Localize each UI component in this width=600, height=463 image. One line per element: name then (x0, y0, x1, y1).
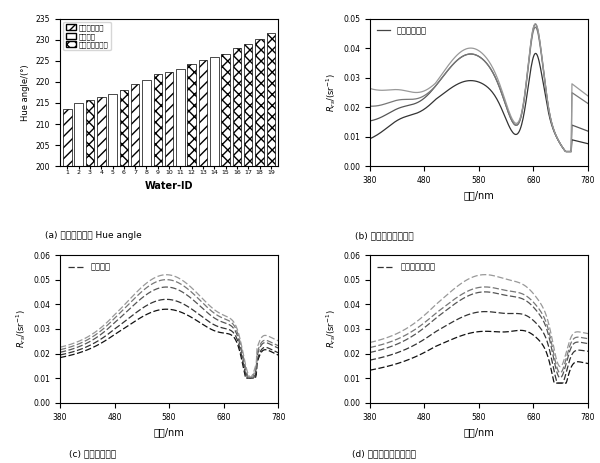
Bar (266, 33, 275, 166)
Bar (63, 109, 71, 166)
Y-axis label: $R_{rs}$/(sr$^{-1}$): $R_{rs}$/(sr$^{-1}$) (323, 73, 338, 112)
Legend: 绻色异常水体: 绻色异常水体 (374, 23, 430, 38)
Bar (119, 90, 128, 166)
Bar (187, 64, 196, 166)
Bar (176, 69, 185, 166)
Bar (109, 94, 117, 166)
Legend: 一般水体: 一般水体 (64, 259, 114, 275)
Bar (154, 74, 162, 166)
Text: (d) 黄棕色异常水体光谱: (d) 黄棕色异常水体光谱 (352, 449, 416, 458)
Bar (244, 44, 253, 166)
Bar (97, 97, 106, 166)
Y-axis label: Hue angle/(°): Hue angle/(°) (21, 64, 30, 121)
Bar (165, 72, 173, 166)
Text: (a) 不同颜色水体 Hue angle: (a) 不同颜色水体 Hue angle (44, 232, 142, 240)
Bar (199, 60, 207, 166)
Legend: 黄棕色异常水体: 黄棕色异常水体 (374, 259, 439, 275)
Bar (221, 55, 230, 166)
Bar (210, 57, 218, 166)
Text: (c) 一般水体光谱: (c) 一般水体光谱 (70, 449, 116, 458)
Bar (86, 100, 94, 166)
Bar (142, 80, 151, 166)
X-axis label: Water-ID: Water-ID (145, 181, 193, 191)
Y-axis label: $R_{rs}$/(sr$^{-1}$): $R_{rs}$/(sr$^{-1}$) (323, 309, 338, 348)
Legend: 绻色异常水体, 一般水体, 黄棕色异常水体: 绻色异常水体, 一般水体, 黄棕色异常水体 (64, 22, 110, 50)
X-axis label: 波长/nm: 波长/nm (464, 427, 494, 437)
Bar (233, 48, 241, 166)
Bar (255, 39, 264, 166)
Text: (b) 绻色异常水体光谱: (b) 绻色异常水体光谱 (355, 232, 413, 240)
Bar (74, 103, 83, 166)
Y-axis label: $R_{rs}$/(sr$^{-1}$): $R_{rs}$/(sr$^{-1}$) (14, 309, 28, 348)
Bar (131, 84, 139, 166)
X-axis label: 波长/nm: 波长/nm (154, 427, 184, 437)
X-axis label: 波长/nm: 波长/nm (464, 191, 494, 200)
